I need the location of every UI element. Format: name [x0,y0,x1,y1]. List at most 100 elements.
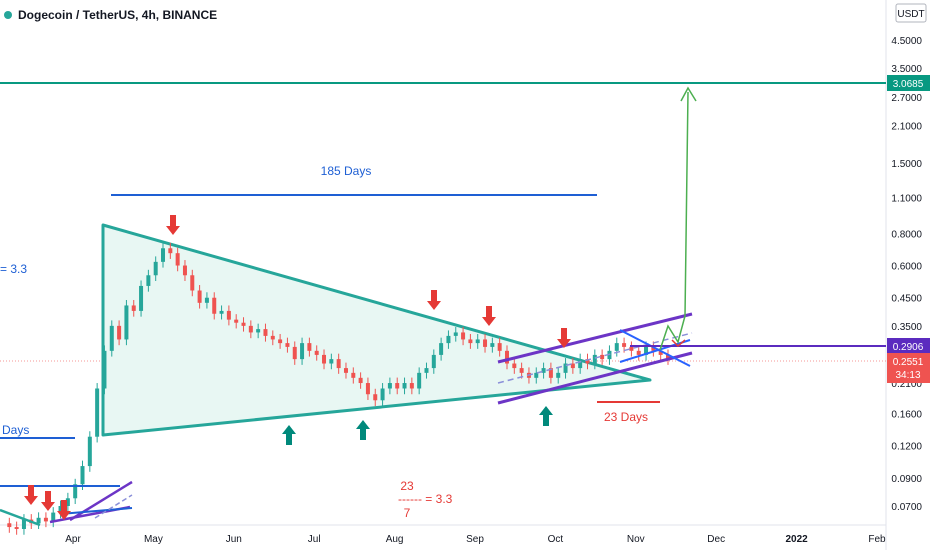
left-channel-upper[interactable] [69,480,133,522]
candle-body [497,343,502,351]
candle-body [175,253,180,266]
candle-body [541,368,546,373]
candle-body [95,388,100,437]
candle-body [658,350,663,355]
candle-body [7,523,12,528]
wedge-upper-line[interactable] [619,329,691,367]
candle-body [80,466,85,485]
candle-body [512,363,517,369]
left-ratio-label: = 3.3 [0,262,27,276]
target-price-tag [887,75,930,91]
candle-body [285,343,290,347]
price-tick-9: 0.3500 [891,322,922,333]
candle-body [490,343,495,347]
price-tick-8: 0.4500 [891,294,922,305]
candle-body [292,346,297,360]
candle-body [307,343,312,351]
candle-body [300,343,305,360]
candle-body [322,354,327,364]
candle-body [548,368,553,378]
candle-body [585,359,590,364]
currency-box[interactable] [895,3,927,23]
left-triangle-edge [0,508,41,527]
time-tick-2: Jun [226,534,242,545]
sell-arrow-icon [427,290,441,310]
price-tick-0: 4.5000 [891,36,922,47]
candle-body [73,484,78,499]
sell-arrow-icon [41,491,55,511]
time-tick-5: Sep [466,534,484,545]
candle-body [351,372,356,378]
candle-body [475,339,480,344]
candle-body [417,372,422,389]
time-axis-ticks: Apr May Jun Jul Aug Sep Oct Nov Dec 2022 Feb [65,534,886,545]
candle-body [21,519,26,529]
candle-body [504,350,509,364]
level-price-label: 0.2906 [893,342,924,353]
candle-body [270,335,275,340]
candle-body [87,436,92,467]
candle-body [622,343,627,347]
triangle-pattern[interactable] [101,223,652,437]
candle-body [139,285,144,311]
price-tick-12: 0.1200 [891,442,922,453]
candle-body [190,275,195,291]
candle-body [212,297,217,314]
days-185-label: 185 Days [321,164,372,178]
candle-body [131,305,136,311]
projection-path[interactable] [659,91,689,351]
candle-body [146,275,151,286]
price-axis[interactable] [886,0,932,550]
candle-body [380,388,385,401]
candle-body [263,329,268,336]
candle-body [314,350,319,355]
buy-arrow-icon [282,425,296,445]
candle-body [636,350,641,355]
candle-body [109,325,114,351]
channel-mid-line [497,332,693,384]
time-tick-6: Oct [548,534,564,545]
channel-upper-line[interactable] [497,312,693,364]
candle-body [343,368,348,373]
candle-body [614,343,619,351]
candle-body [336,359,341,369]
candle-body [226,310,231,320]
time-tick-1: May [144,534,163,545]
fraction-bar: ------ = 3.3 [398,492,453,506]
candle-body [43,517,48,522]
wedge-lower-line[interactable] [619,339,691,363]
candle-body [241,322,246,326]
candle-body [446,335,451,344]
currency-label: USDT [897,9,924,20]
sell-arrow-icon [166,215,180,235]
price-tick-10: 0.2100 [891,379,922,390]
candle-body [468,339,473,344]
candle-body [570,363,575,369]
candle-body [439,343,444,355]
candle-body [629,346,634,351]
candle-body [278,339,283,344]
price-tick-13: 0.0900 [891,474,922,485]
channel-lower-line[interactable] [497,351,693,405]
left-channel-mid [94,494,133,519]
signal-arrows [24,215,571,520]
candle-body [453,332,458,336]
candle-body [219,310,224,314]
buy-arrow-icon [539,406,553,426]
candle-body [117,325,122,340]
price-tick-7: 0.6000 [891,262,922,273]
sell-arrow-icon [24,485,38,505]
candle-body [248,325,253,333]
candle-body [65,498,70,506]
candle-body [424,368,429,373]
price-tick-4: 1.5000 [891,159,922,170]
buy-arrow-icon [356,420,370,440]
left-wedge-bottom[interactable] [59,507,133,515]
sell-arrow-icon [482,306,496,326]
projection-arrowhead [680,86,697,102]
countdown-label: 34:13 [895,370,920,381]
candle-body [556,372,561,378]
candle-body [402,383,407,389]
